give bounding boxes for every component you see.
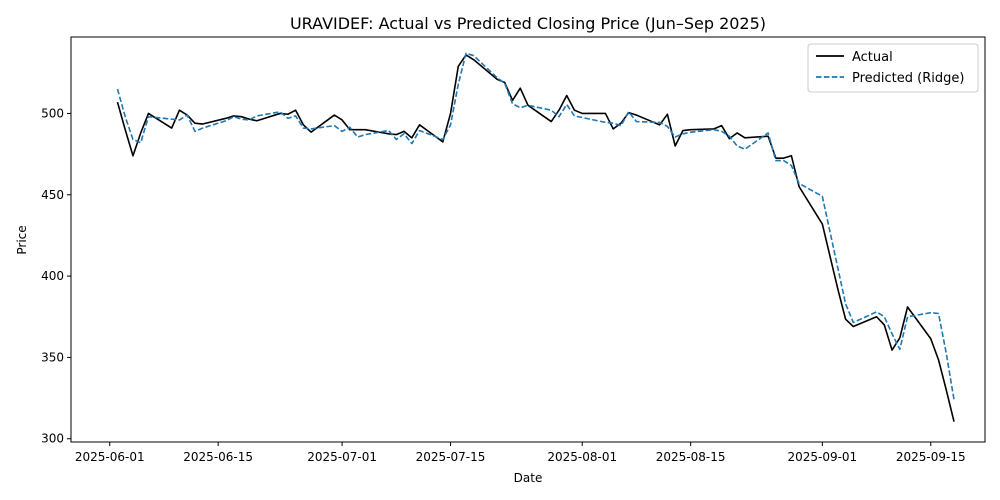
x-tick-label: 2025-06-15 — [183, 450, 253, 464]
y-axis-label: Price — [15, 225, 29, 254]
legend-label-predicted: Predicted (Ridge) — [852, 71, 964, 86]
legend: Actual Predicted (Ridge) — [807, 43, 979, 93]
x-tick-label: 2025-07-01 — [307, 450, 377, 464]
legend-box — [807, 43, 979, 93]
x-tick-label: 2025-08-01 — [547, 450, 617, 464]
y-tick-label: 450 — [41, 188, 64, 202]
y-axis: 300 350 400 450 500 — [41, 106, 71, 446]
series-layer — [116, 52, 955, 422]
y-tick-label: 300 — [41, 432, 64, 446]
x-tick-label: 2025-09-15 — [896, 450, 966, 464]
legend-label-actual: Actual — [852, 50, 893, 65]
y-tick-label: 350 — [41, 350, 64, 364]
x-tick-label: 2025-06-01 — [75, 450, 145, 464]
chart-title: URAVIDEF: Actual vs Predicted Closing Pr… — [290, 14, 766, 33]
x-tick-label: 2025-07-15 — [416, 450, 486, 464]
series-line-actual — [116, 54, 955, 422]
x-tick-label: 2025-09-01 — [787, 450, 857, 464]
series-line-predicted — [116, 52, 955, 400]
y-tick-label: 500 — [41, 106, 64, 120]
plot-frame — [70, 36, 986, 443]
y-tick-label: 400 — [41, 269, 64, 283]
x-axis: 2025-06-01 2025-06-15 2025-07-01 2025-07-15… — [75, 442, 966, 464]
x-tick-label: 2025-08-15 — [656, 450, 726, 464]
x-axis-label: Date — [514, 471, 543, 485]
